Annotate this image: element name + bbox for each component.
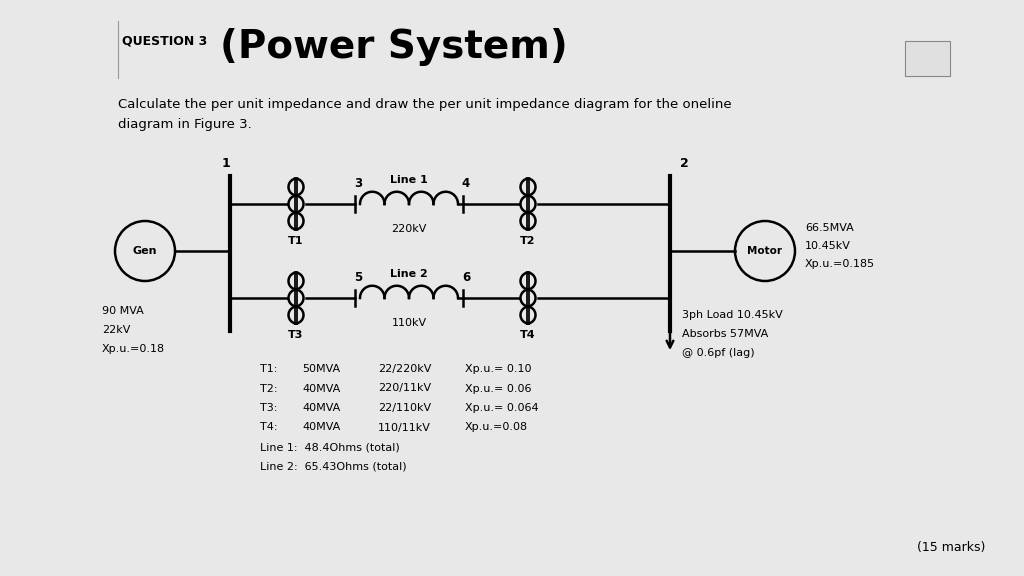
Text: Calculate the per unit impedance and draw the per unit impedance diagram for the: Calculate the per unit impedance and dra… [118, 98, 731, 111]
Text: 3ph Load 10.45kV: 3ph Load 10.45kV [682, 310, 782, 320]
Text: Xp.u.=0.18: Xp.u.=0.18 [102, 344, 165, 354]
Text: Xp.u.= 0.06: Xp.u.= 0.06 [465, 384, 531, 393]
Text: 90 MVA: 90 MVA [102, 306, 143, 316]
Text: 6: 6 [462, 271, 470, 284]
Text: @ 0.6pf (lag): @ 0.6pf (lag) [682, 348, 755, 358]
Text: Line 2:  65.43Ohms (total): Line 2: 65.43Ohms (total) [260, 461, 407, 472]
Text: 40MVA: 40MVA [302, 384, 340, 393]
Text: 110kV: 110kV [391, 318, 427, 328]
Text: 50MVA: 50MVA [302, 364, 340, 374]
Text: 220kV: 220kV [391, 224, 427, 234]
Text: Absorbs 57MVA: Absorbs 57MVA [682, 329, 768, 339]
Text: 4: 4 [462, 177, 470, 190]
Text: Line 2: Line 2 [390, 269, 428, 279]
Text: 110/11kV: 110/11kV [378, 423, 431, 433]
Text: (Power System): (Power System) [220, 28, 567, 66]
Text: T3:: T3: [260, 403, 278, 413]
Text: Xp.u.=0.08: Xp.u.=0.08 [465, 423, 528, 433]
Text: (15 marks): (15 marks) [916, 541, 985, 554]
Text: 22kV: 22kV [102, 325, 130, 335]
Text: 10.45kV: 10.45kV [805, 241, 851, 251]
Text: T4: T4 [520, 329, 536, 339]
Text: Line 1: Line 1 [390, 175, 428, 185]
Text: Line 1:  48.4Ohms (total): Line 1: 48.4Ohms (total) [260, 442, 399, 452]
Text: 5: 5 [354, 271, 362, 284]
Text: T2:: T2: [260, 384, 278, 393]
Text: T1: T1 [288, 236, 304, 245]
Text: 2: 2 [680, 157, 689, 170]
Text: Gen: Gen [133, 246, 158, 256]
Text: 22/110kV: 22/110kV [378, 403, 431, 413]
Text: 1: 1 [221, 157, 230, 170]
Bar [905, 41, 950, 76]
Text: T3: T3 [289, 329, 304, 339]
Text: 40MVA: 40MVA [302, 403, 340, 413]
Text: diagram in Figure 3.: diagram in Figure 3. [118, 118, 252, 131]
Text: 22/220kV: 22/220kV [378, 364, 431, 374]
Text: 220/11kV: 220/11kV [378, 384, 431, 393]
Text: Motor: Motor [748, 246, 782, 256]
Text: T4:: T4: [260, 423, 278, 433]
Text: Xp.u.= 0.10: Xp.u.= 0.10 [465, 364, 531, 374]
Text: QUESTION 3: QUESTION 3 [122, 34, 207, 47]
Text: Xp.u.=0.185: Xp.u.=0.185 [805, 259, 876, 269]
Text: T2: T2 [520, 236, 536, 245]
Text: 40MVA: 40MVA [302, 423, 340, 433]
Text: 66.5MVA: 66.5MVA [805, 223, 854, 233]
Text: T1:: T1: [260, 364, 278, 374]
Text: Xp.u.= 0.064: Xp.u.= 0.064 [465, 403, 539, 413]
Text: 3: 3 [354, 177, 362, 190]
